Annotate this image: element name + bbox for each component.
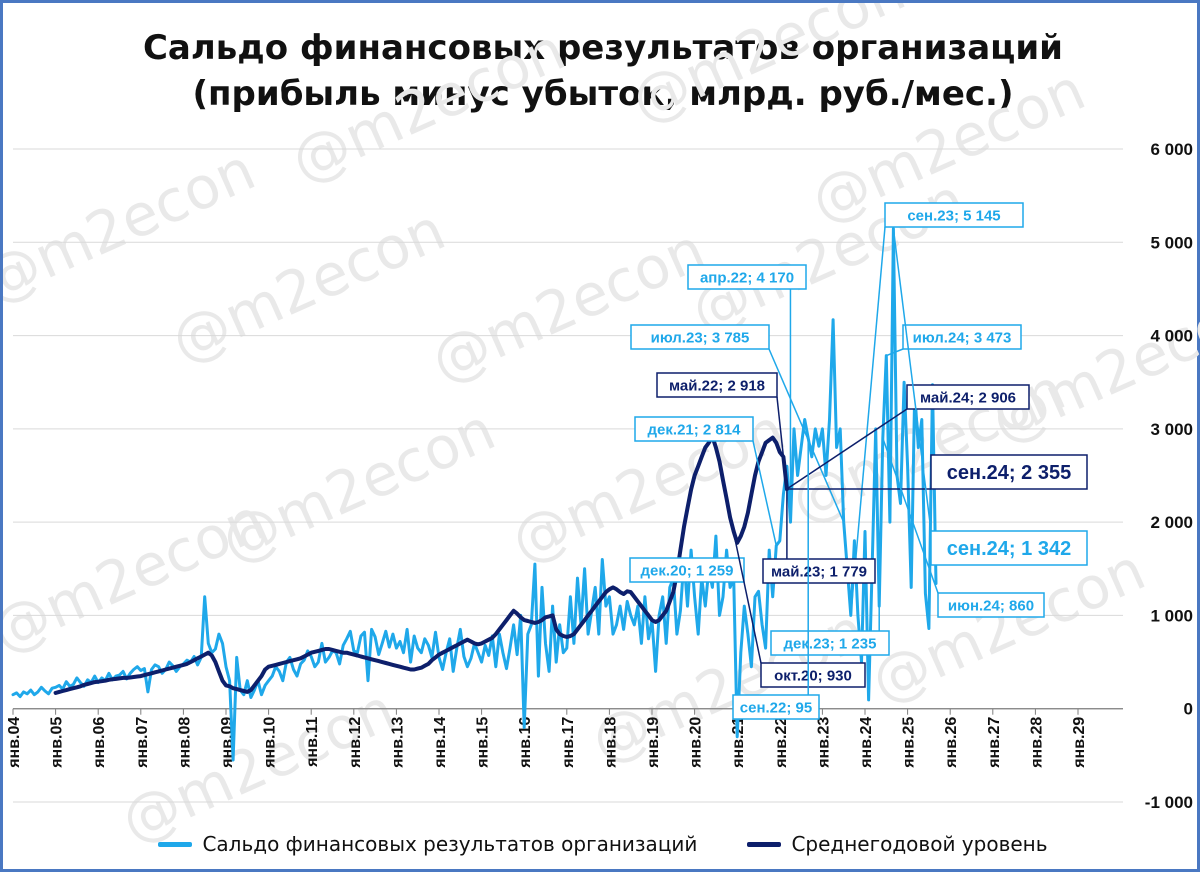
annotation-label: июн.24; 860 xyxy=(948,597,1034,614)
x-tick-label: янв.10 xyxy=(262,717,279,769)
x-tick-label: янв.22 xyxy=(773,717,790,769)
annotation-label: июл.23; 3 785 xyxy=(651,329,750,346)
x-tick-label: янв.08 xyxy=(176,717,193,769)
annotation-label: сен.24; 1 342 xyxy=(947,538,1071,560)
x-tick-label: янв.05 xyxy=(49,717,66,769)
x-tick-label: янв.25 xyxy=(901,717,918,769)
x-tick-label: янв.12 xyxy=(347,717,364,769)
legend-item-balance: Сальдо финансовых результатов организаци… xyxy=(158,832,697,856)
x-tick-label: янв.06 xyxy=(91,717,108,769)
legend-swatch-balance xyxy=(158,842,192,847)
y-tick-label: 3 000 xyxy=(1150,420,1193,439)
x-tick-label: янв.28 xyxy=(1028,717,1045,769)
watermark-text: @m2econ xyxy=(281,15,575,196)
legend-swatch-average xyxy=(747,842,781,847)
x-tick-label: янв.23 xyxy=(815,717,832,769)
y-tick-label: 4 000 xyxy=(1150,327,1193,346)
x-tick-label: янв.15 xyxy=(475,717,492,769)
y-tick-label: -1 000 xyxy=(1145,793,1193,812)
x-tick-label: янв.14 xyxy=(432,717,449,769)
x-tick-label: янв.11 xyxy=(304,717,321,768)
y-tick-label: 2 000 xyxy=(1150,513,1193,532)
y-tick-label: 6 000 xyxy=(1150,140,1193,159)
x-tick-label: янв.04 xyxy=(6,717,23,769)
legend: Сальдо финансовых результатов организаци… xyxy=(3,829,1200,859)
x-tick-label: янв.26 xyxy=(943,717,960,769)
y-tick-label: 0 xyxy=(1184,700,1193,719)
legend-item-average: Среднегодовой уровень xyxy=(747,832,1047,856)
annotation-label: май.23; 1 779 xyxy=(771,563,867,580)
x-tick-label: янв.27 xyxy=(986,717,1003,769)
annotation-label: дек.20; 1 259 xyxy=(641,562,734,579)
legend-label-balance: Сальдо финансовых результатов организаци… xyxy=(202,832,697,856)
x-tick-label: янв.07 xyxy=(134,717,151,769)
x-tick-label: янв.24 xyxy=(858,717,875,769)
x-tick-label: янв.29 xyxy=(1071,717,1088,769)
annotation-label: дек.21; 2 814 xyxy=(648,421,742,438)
chart-plot: @m2econ@m2econ@m2econ@m2econ@m2econ@m2ec… xyxy=(3,3,1200,875)
annotation-label: сен.22; 95 xyxy=(740,699,812,716)
watermark-text: @m2econ xyxy=(211,395,505,576)
annotation-label: июл.24; 3 473 xyxy=(913,329,1012,346)
annotation-label: май.24; 2 906 xyxy=(920,389,1016,406)
x-tick-label: янв.18 xyxy=(602,717,619,769)
annotation-label: сен.24; 2 355 xyxy=(947,462,1071,484)
x-tick-label: янв.19 xyxy=(645,717,662,769)
annotation-label: апр.22; 4 170 xyxy=(700,269,794,286)
x-tick-label: янв.13 xyxy=(389,717,406,769)
annotation-label: дек.23; 1 235 xyxy=(784,635,877,652)
x-tick-label: янв.20 xyxy=(688,717,705,769)
watermark-text: @m2econ xyxy=(621,3,915,136)
y-axis-labels: -1 000 0 1 000 2 000 3 000 4 000 5 000 6 000 xyxy=(1145,140,1193,812)
y-tick-label: 5 000 xyxy=(1150,233,1193,252)
annotation-label: окт.20; 930 xyxy=(774,667,852,684)
x-tick-label: янв.17 xyxy=(560,717,577,769)
annotation-label: сен.23; 5 145 xyxy=(907,207,1000,224)
y-tick-label: 1 000 xyxy=(1150,606,1193,625)
legend-label-average: Среднегодовой уровень xyxy=(791,832,1047,856)
annotation-label: май.22; 2 918 xyxy=(669,377,765,394)
